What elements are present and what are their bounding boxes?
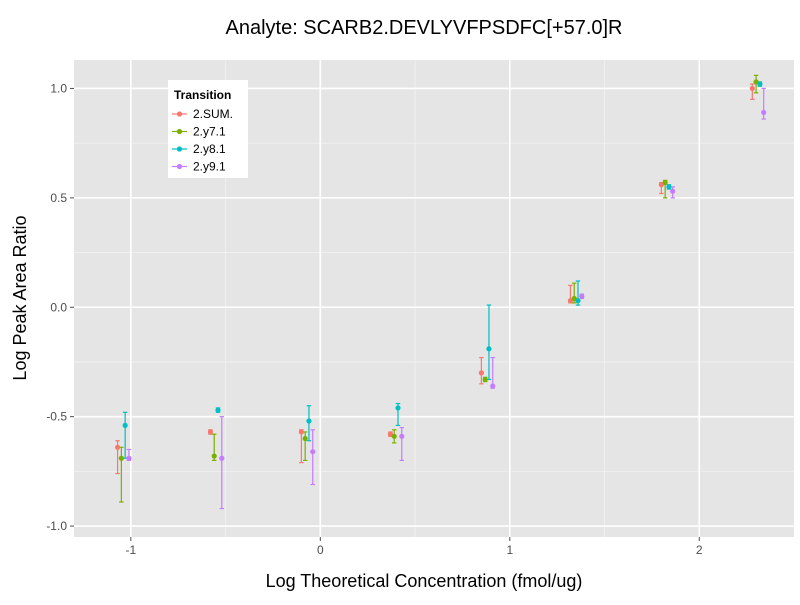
y-axis-label: Log Peak Area Ratio <box>10 215 30 380</box>
data-point <box>302 435 308 442</box>
data-point <box>399 433 405 439</box>
data-point <box>579 293 585 299</box>
legend-entry-label: 2.y9.1 <box>193 160 226 174</box>
data-point <box>571 295 577 302</box>
legend-entry-label: 2.y7.1 <box>193 125 226 139</box>
data-point <box>395 405 401 411</box>
y-tick-label: 0.0 <box>50 300 67 314</box>
data-point <box>310 449 316 455</box>
data-point <box>391 433 397 439</box>
data-point <box>118 455 124 461</box>
legend-entry-label: 2.y8.1 <box>193 142 226 156</box>
data-point <box>761 109 767 116</box>
data-point <box>126 455 132 461</box>
x-tick-label: 0 <box>317 543 324 557</box>
y-tick-label: -1.0 <box>46 519 67 533</box>
data-point <box>666 184 672 190</box>
x-axis-ticks: -1 0 1 2 <box>126 537 703 557</box>
legend-entry-label: 2.SUM. <box>193 107 233 121</box>
data-point <box>753 79 759 85</box>
legend-key-point <box>176 163 183 170</box>
data-point <box>215 407 221 413</box>
legend-key-point <box>176 146 183 152</box>
chart-title: Analyte: SCARB2.DEVLYVFPSDFC[+57.0]R <box>225 17 622 39</box>
data-point <box>490 383 496 389</box>
legend: Transition 2.SUM. 2.y7.1 2.y8.1 2.y9.1 <box>168 80 248 178</box>
data-point <box>757 81 763 87</box>
data-point <box>211 453 217 459</box>
data-point <box>478 370 484 376</box>
data-point <box>298 429 304 435</box>
y-tick-label: 1.0 <box>50 81 67 95</box>
data-point <box>122 422 128 429</box>
data-point <box>575 298 581 304</box>
y-axis-ticks: -1.0 -0.5 0.0 0.5 1.0 <box>46 81 74 533</box>
data-point <box>306 418 312 424</box>
legend-key-point <box>176 128 183 135</box>
x-tick-label: 2 <box>696 543 703 557</box>
y-tick-label: -0.5 <box>46 410 67 424</box>
data-point <box>662 179 668 186</box>
data-point <box>387 431 394 437</box>
data-point <box>219 455 225 461</box>
legend-key-point <box>176 111 183 117</box>
data-point <box>670 188 676 194</box>
legend-title: Transition <box>174 88 231 102</box>
data-point <box>207 429 214 435</box>
data-point <box>114 444 121 450</box>
x-axis-label: Log Theoretical Concentration (fmol/ug) <box>266 571 583 591</box>
data-point <box>567 298 574 304</box>
x-tick-label: 1 <box>506 543 513 557</box>
data-point <box>482 376 488 383</box>
data-points <box>114 79 767 461</box>
legend-box <box>168 80 248 178</box>
x-tick-label: -1 <box>126 543 137 557</box>
data-point <box>749 85 755 92</box>
data-point <box>486 346 492 352</box>
y-tick-label: 0.5 <box>50 191 67 205</box>
data-point <box>658 182 664 188</box>
